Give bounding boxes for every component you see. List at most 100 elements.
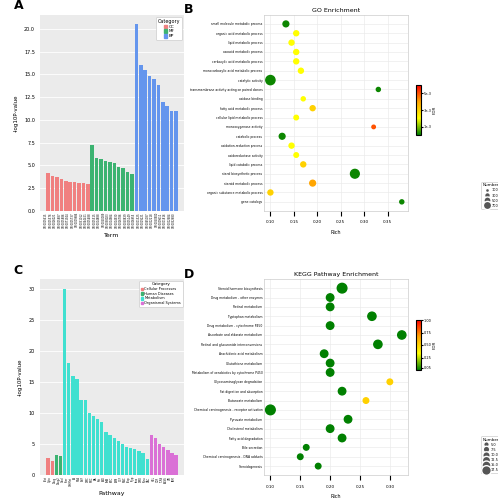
- Bar: [92, 416, 95, 475]
- Point: [374, 86, 382, 94]
- Bar: [104, 160, 107, 210]
- Bar: [88, 413, 91, 475]
- Bar: [166, 450, 169, 475]
- Bar: [108, 162, 112, 210]
- Bar: [50, 460, 54, 475]
- Point: [287, 38, 295, 46]
- Bar: [174, 455, 178, 475]
- Point: [398, 331, 406, 339]
- Bar: [95, 158, 99, 210]
- X-axis label: Pathway: Pathway: [99, 491, 125, 496]
- Point: [266, 406, 274, 414]
- Point: [338, 387, 346, 395]
- Bar: [130, 174, 133, 210]
- Text: A: A: [14, 0, 23, 12]
- Point: [370, 123, 377, 131]
- Point: [266, 188, 274, 196]
- X-axis label: Term: Term: [105, 234, 120, 238]
- Bar: [137, 452, 140, 475]
- Point: [299, 160, 307, 168]
- Bar: [84, 400, 87, 475]
- Bar: [59, 456, 62, 475]
- Y-axis label: FDR: FDR: [433, 106, 437, 114]
- Bar: [157, 85, 160, 210]
- Bar: [99, 159, 103, 210]
- Point: [368, 312, 376, 320]
- Point: [292, 58, 300, 66]
- Bar: [64, 180, 68, 210]
- Bar: [100, 422, 104, 475]
- Bar: [68, 182, 72, 210]
- Bar: [46, 174, 50, 210]
- Text: D: D: [184, 268, 195, 280]
- Bar: [126, 172, 129, 210]
- Bar: [158, 444, 161, 475]
- Point: [326, 368, 334, 376]
- Legend: 5.0, 7.5, 10.0, 12.5, 15.0, 17.5: 5.0, 7.5, 10.0, 12.5, 15.0, 17.5: [481, 436, 498, 474]
- Bar: [117, 441, 120, 475]
- Bar: [152, 79, 156, 210]
- Bar: [143, 70, 147, 210]
- Point: [278, 132, 286, 140]
- Point: [398, 198, 406, 206]
- Bar: [141, 454, 145, 475]
- Bar: [154, 438, 157, 475]
- Bar: [134, 24, 138, 210]
- Text: B: B: [184, 4, 194, 16]
- Point: [282, 20, 290, 28]
- Point: [309, 104, 317, 112]
- Bar: [109, 434, 112, 475]
- Bar: [104, 432, 108, 475]
- Bar: [121, 444, 124, 475]
- Bar: [71, 376, 75, 475]
- Bar: [82, 184, 85, 210]
- Bar: [46, 458, 50, 475]
- Bar: [117, 167, 121, 210]
- Bar: [125, 447, 128, 475]
- Point: [362, 396, 370, 404]
- Bar: [129, 448, 132, 475]
- Text: C: C: [14, 264, 23, 276]
- Bar: [113, 438, 116, 475]
- Point: [326, 303, 334, 311]
- Bar: [133, 449, 136, 475]
- Point: [297, 66, 305, 74]
- Bar: [139, 65, 142, 210]
- Bar: [148, 76, 151, 210]
- X-axis label: Rich: Rich: [331, 494, 341, 500]
- Point: [292, 48, 300, 56]
- Bar: [51, 176, 54, 210]
- Point: [326, 294, 334, 302]
- Legend: Cellular Processes, Human Diseases, Metabolism, Organismal Systems: Cellular Processes, Human Diseases, Meta…: [139, 281, 183, 306]
- Bar: [96, 419, 99, 475]
- Point: [299, 95, 307, 103]
- Bar: [55, 455, 58, 475]
- Bar: [170, 110, 173, 210]
- Bar: [174, 110, 178, 210]
- Point: [386, 378, 394, 386]
- Y-axis label: -log10P-value: -log10P-value: [13, 94, 18, 132]
- Bar: [161, 102, 164, 210]
- Bar: [122, 168, 125, 210]
- Bar: [145, 460, 149, 475]
- X-axis label: Rich: Rich: [331, 230, 341, 235]
- Bar: [73, 182, 76, 210]
- Point: [292, 151, 300, 159]
- Bar: [150, 434, 153, 475]
- Point: [351, 170, 359, 177]
- Legend: 100, 300, 500, 700: 100, 300, 500, 700: [481, 182, 498, 209]
- Point: [338, 434, 346, 442]
- Bar: [75, 378, 79, 475]
- Point: [374, 340, 382, 348]
- Point: [314, 462, 322, 470]
- Title: KEGG Pathway Enrichment: KEGG Pathway Enrichment: [294, 272, 378, 278]
- Bar: [113, 164, 116, 210]
- Point: [292, 30, 300, 38]
- Y-axis label: FDR: FDR: [433, 341, 437, 349]
- Point: [296, 452, 304, 460]
- Point: [309, 179, 317, 187]
- Point: [320, 350, 328, 358]
- Bar: [80, 400, 83, 475]
- Bar: [77, 182, 81, 210]
- Bar: [67, 363, 70, 475]
